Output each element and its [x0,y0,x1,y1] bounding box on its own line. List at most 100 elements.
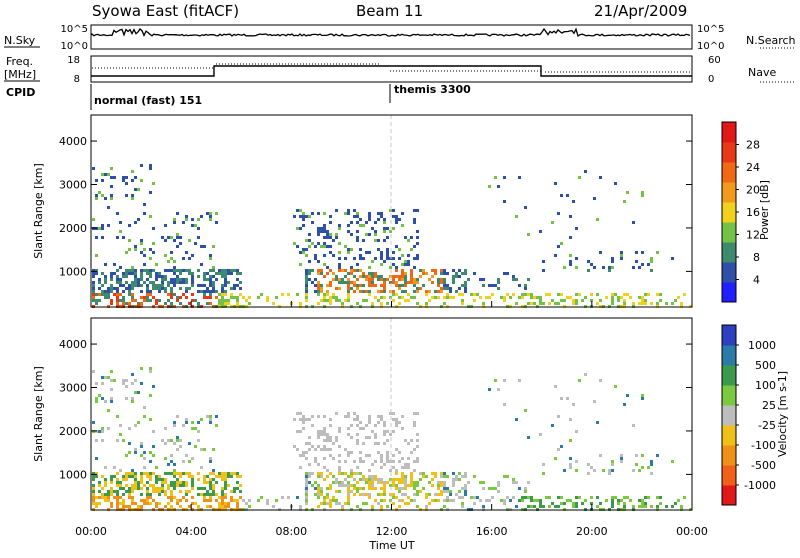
heatmap-cell [596,293,599,296]
heatmap-cell [407,299,410,302]
heatmap-cell [161,278,164,281]
heatmap-cell [236,269,239,272]
heatmap-cell [209,278,212,281]
heatmap-cell [203,272,206,275]
heatmap-cell [131,400,134,403]
heatmap-cell [347,427,350,430]
heatmap-cell [392,466,395,469]
heatmap-cell [473,502,476,505]
heatmap-cell [122,176,125,179]
heatmap-cell [392,290,395,293]
heatmap-cell [326,266,329,269]
heatmap-cell [116,415,119,418]
heatmap-cell [392,412,395,415]
heatmap-cell [341,505,344,508]
heatmap-cell [359,254,362,257]
heatmap-cell [425,272,428,275]
heatmap-cell [380,466,383,469]
heatmap-cell [92,293,95,296]
heatmap-cell [134,281,137,284]
heatmap-cell [116,484,119,487]
heatmap-cell [359,218,362,221]
heatmap-cell [473,272,476,275]
heatmap-cell [404,263,407,266]
heatmap-cell [101,382,104,385]
heatmap-cell [179,269,182,272]
colorbar-swatch [722,465,736,486]
heatmap-cell [317,415,320,418]
heatmap-cell [206,490,209,493]
heatmap-cell [101,227,104,230]
heatmap-cell [368,272,371,275]
heatmap-cell [119,266,122,269]
heatmap-cell [167,463,170,466]
heatmap-cell [629,499,632,502]
heatmap-cell [197,493,200,496]
heatmap-cell [236,487,239,490]
heatmap-cell [227,505,230,508]
heatmap-cell [314,278,317,281]
heatmap-cell [152,484,155,487]
heatmap-cell [392,454,395,457]
heatmap-cell [395,269,398,272]
heatmap-cell [239,293,242,296]
heatmap-cell [203,296,206,299]
heatmap-cell [209,487,212,490]
heatmap-cell [341,484,344,487]
heatmap-cell [341,472,344,475]
heatmap-cell [617,499,620,502]
heatmap-cell [170,269,173,272]
heatmap-cell [335,233,338,236]
heatmap-cell [443,472,446,475]
heatmap-cell [347,278,350,281]
heatmap-cell [398,460,401,463]
heatmap-cell [125,176,128,179]
heatmap-cell [524,284,527,287]
heatmap-cell [494,487,497,490]
heatmap-cell [95,272,98,275]
heatmap-cell [344,281,347,284]
heatmap-cell [164,457,167,460]
heatmap-cell [338,472,341,475]
heatmap-cell [173,487,176,490]
y-tick-label: 1000 [59,468,87,481]
heatmap-cell [317,260,320,263]
heatmap-cell [125,251,128,254]
heatmap-cell [359,487,362,490]
heatmap-cell [461,502,464,505]
nsky-frame [90,24,693,50]
heatmap-cell [131,299,134,302]
heatmap-cell [416,490,419,493]
heatmap-cell [596,218,599,221]
heatmap-cell [497,278,500,281]
heatmap-cell [218,505,221,508]
heatmap-cell [188,239,191,242]
heatmap-cell [413,487,416,490]
y-tick-label: 3000 [59,179,87,192]
heatmap-cell [227,299,230,302]
heatmap-cell [209,275,212,278]
heatmap-cell [227,269,230,272]
heatmap-cell [563,469,566,472]
heatmap-cell [137,421,140,424]
heatmap-cell [635,454,638,457]
heatmap-cell [527,302,530,305]
heatmap-cell [347,484,350,487]
heatmap-cell [380,275,383,278]
heatmap-cell [521,293,524,296]
heatmap-cell [221,475,224,478]
heatmap-cell [398,278,401,281]
heatmap-cell [620,296,623,299]
heatmap-cell [350,490,353,493]
heatmap-cell [242,296,245,299]
heatmap-cell [596,421,599,424]
heatmap-cell [602,469,605,472]
heatmap-cell [233,487,236,490]
heatmap-cell [317,484,320,487]
heatmap-cell [611,496,614,499]
heatmap-cell [371,275,374,278]
heatmap-cell [164,287,167,290]
heatmap-cell [227,302,230,305]
heatmap-cell [359,493,362,496]
colorbar-tick-label: -1000 [744,479,776,492]
